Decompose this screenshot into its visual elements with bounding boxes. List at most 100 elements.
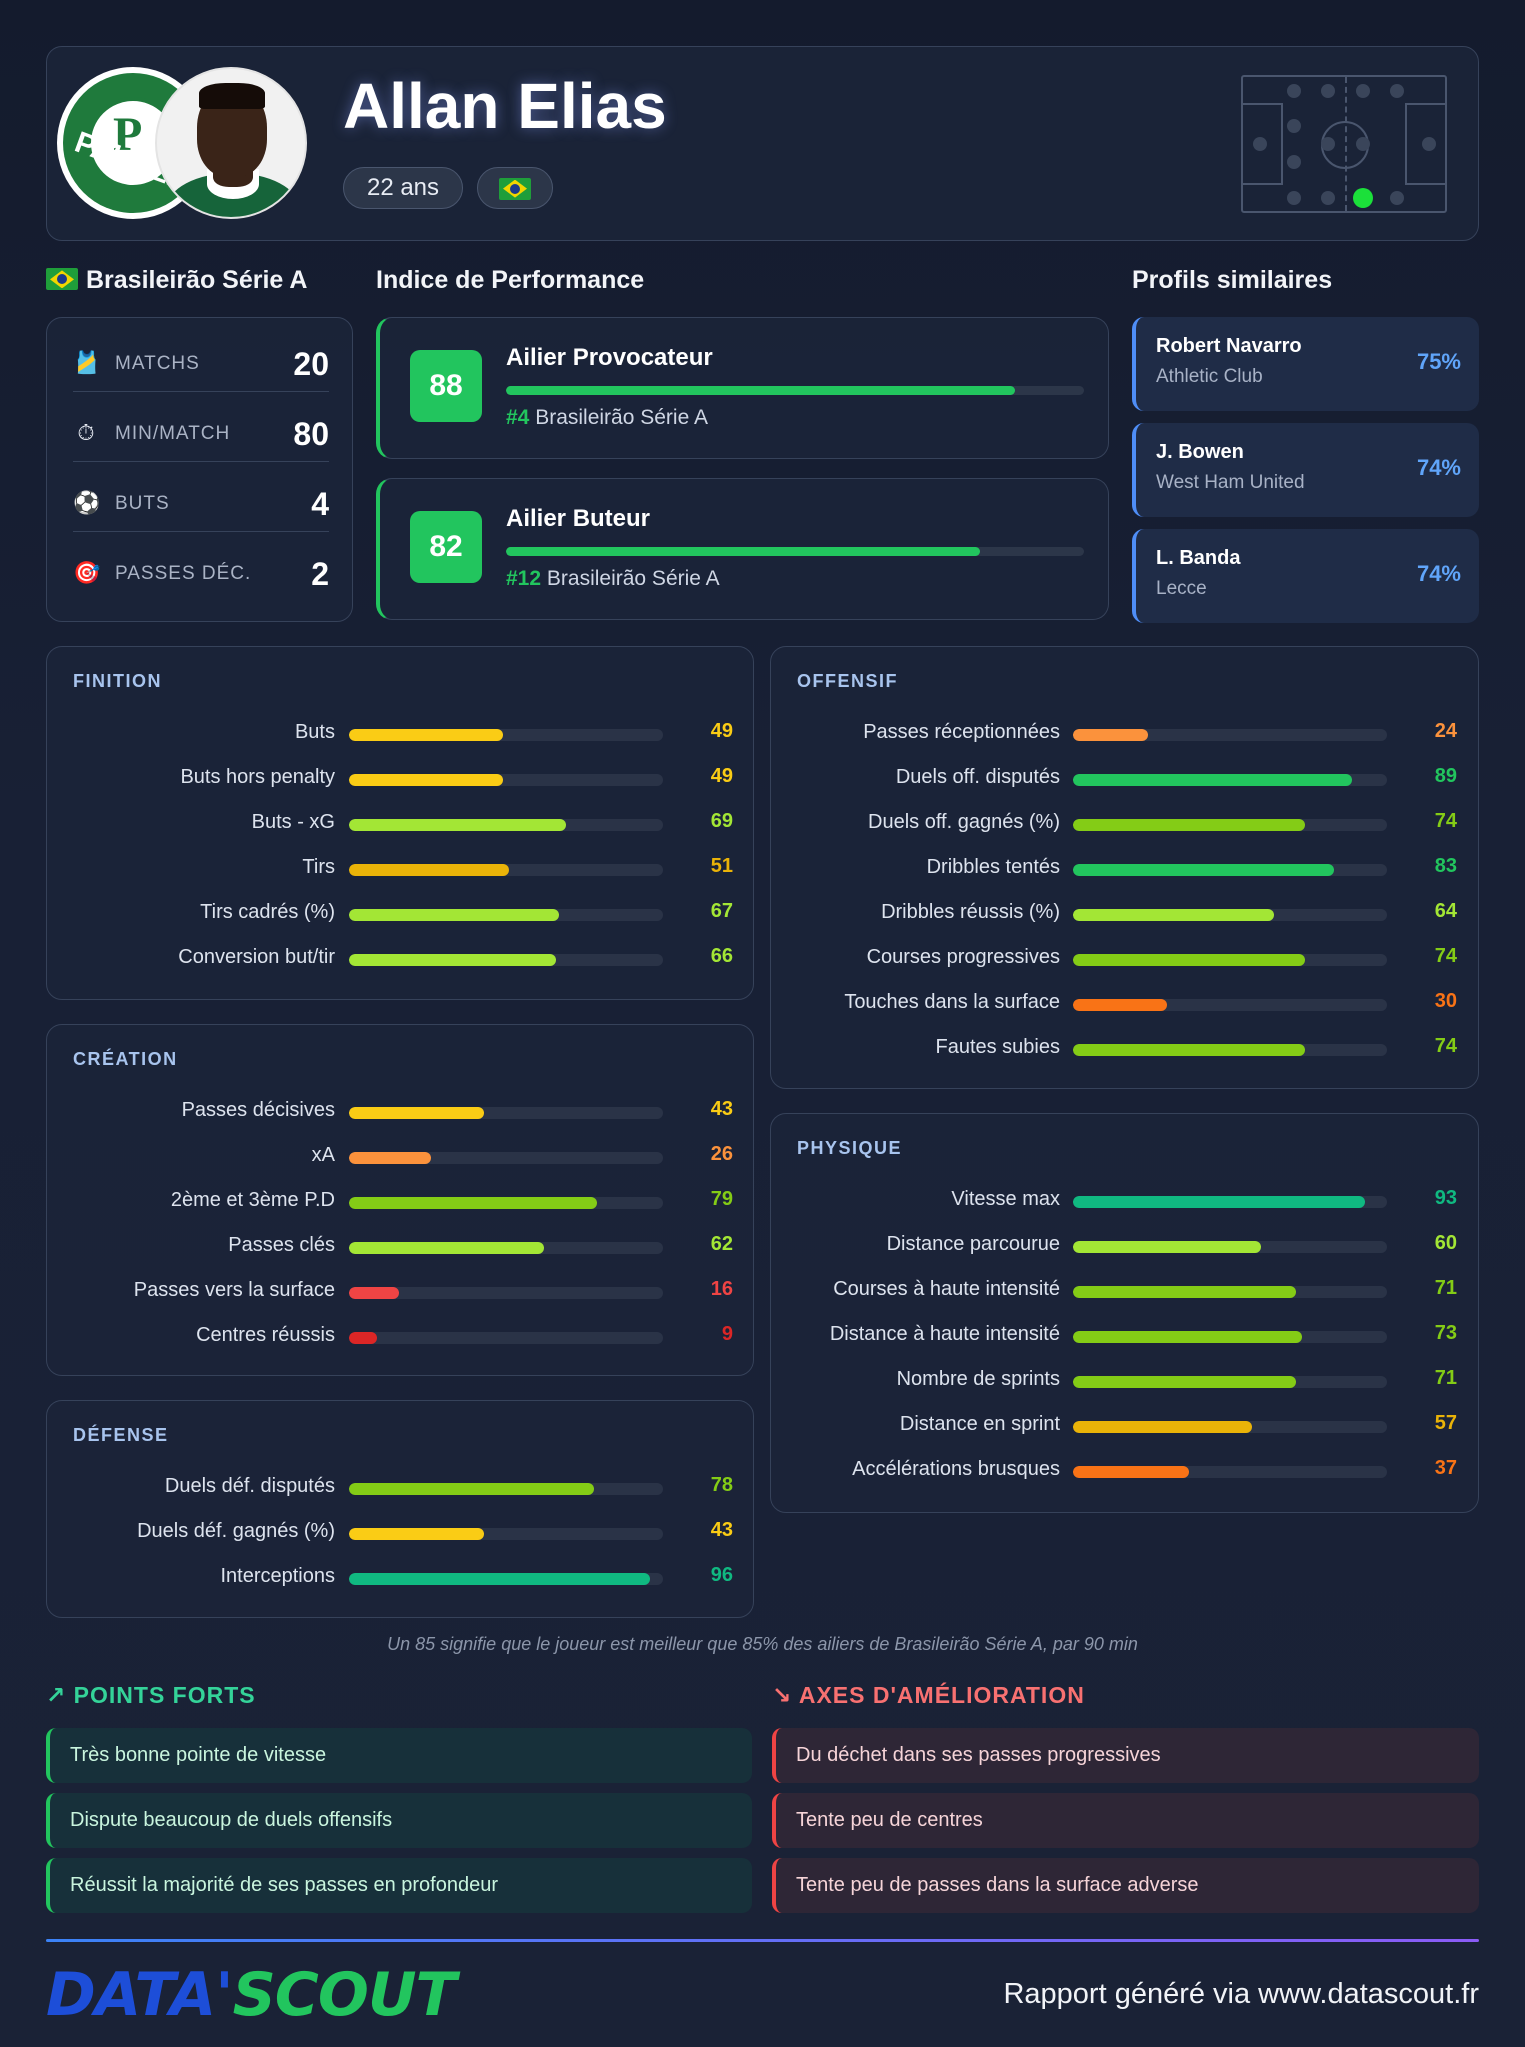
metric-row: Courses à haute intensité 71 — [771, 1275, 1478, 1305]
age-badge: 22 ans — [343, 167, 463, 209]
metric-value: 71 — [1434, 1277, 1457, 1299]
stat-value: 2 — [311, 556, 329, 592]
metric-value: 69 — [710, 810, 733, 832]
stat-label: MATCHS — [115, 353, 200, 374]
metric-label: Duels off. disputés — [895, 766, 1060, 788]
league-stat-row: ⚽ BUTS 4 — [73, 472, 329, 532]
metric-label: Passes décisives — [181, 1099, 335, 1121]
jersey-icon: 🎽 — [73, 350, 101, 375]
metric-value: 73 — [1434, 1322, 1457, 1344]
metric-bar — [349, 1107, 663, 1119]
similar-profile-card[interactable]: J. Bowen West Ham United 74% — [1132, 423, 1479, 517]
position-dot — [1321, 191, 1335, 205]
similar-profile-card[interactable]: Robert Navarro Athletic Club 75% — [1132, 317, 1479, 411]
league-stat-row: ⏱ MIN/MATCH 80 — [73, 402, 329, 462]
performance-rank: #4 Brasileirão Série A — [506, 406, 708, 429]
metric-bar — [1073, 1196, 1387, 1208]
similar-player-name: L. Banda — [1156, 547, 1241, 569]
metric-row: Passes vers la surface 16 — [47, 1276, 753, 1306]
metric-bar-fill — [349, 864, 510, 876]
similarity-percent: 75% — [1416, 349, 1461, 374]
metric-bar — [1073, 1376, 1387, 1388]
metric-bar — [349, 1483, 663, 1495]
metric-bar-fill — [1073, 999, 1168, 1011]
metric-value: 24 — [1434, 720, 1457, 742]
metric-bar-fill — [1073, 1241, 1262, 1253]
panel-physique: PHYSIQUE Vitesse max 93 Distance parcourue 6… — [770, 1113, 1479, 1513]
metric-bar — [1073, 1286, 1387, 1298]
metric-row: Duels déf. disputés 78 — [47, 1472, 753, 1502]
metric-bar-fill — [1073, 909, 1274, 921]
performance-score: 88 — [410, 350, 482, 422]
metric-bar — [349, 909, 663, 921]
performance-rank: #12 Brasileirão Série A — [506, 567, 720, 590]
metric-value: 43 — [710, 1098, 733, 1120]
performance-card: 82 Ailier Buteur #12 Brasileirão Série A — [376, 478, 1109, 620]
metric-row: Distance parcourue 60 — [771, 1230, 1478, 1260]
metric-bar — [349, 1197, 663, 1209]
metric-bar-fill — [1073, 774, 1353, 786]
metric-row: Centres réussis 9 — [47, 1321, 753, 1351]
metric-label: xA — [311, 1144, 335, 1166]
metric-value: 67 — [710, 900, 733, 922]
brazil-flag-icon — [46, 268, 78, 291]
metric-value: 89 — [1434, 765, 1457, 787]
metric-label: 2ème et 3ème P.D — [170, 1189, 335, 1211]
panel-title: DÉFENSE — [73, 1425, 169, 1445]
metric-bar-fill — [349, 1287, 400, 1299]
percentile-footnote: Un 85 signifie que le joueur est meilleu… — [387, 1634, 1138, 1654]
metric-bar — [349, 774, 663, 786]
position-dot — [1287, 155, 1301, 169]
metric-label: Tirs cadrés (%) — [200, 901, 335, 923]
metric-row: Buts 49 — [47, 718, 753, 748]
position-dot — [1287, 119, 1301, 133]
panel-offensif: OFFENSIF Passes réceptionnées 24 Duels off.… — [770, 646, 1479, 1089]
metric-label: Passes vers la surface — [133, 1279, 335, 1301]
metric-label: Interceptions — [220, 1565, 335, 1587]
metric-bar-fill — [349, 1242, 544, 1254]
metric-label: Accélérations brusques — [852, 1458, 1060, 1480]
metric-value: 96 — [710, 1564, 733, 1586]
position-dot — [1390, 191, 1404, 205]
metric-bar — [1073, 729, 1387, 741]
improvement-item: Du déchet dans ses passes progressives — [772, 1728, 1479, 1783]
metric-bar — [349, 729, 663, 741]
stat-label: PASSES DÉC. — [115, 563, 252, 584]
similar-profile-card[interactable]: L. Banda Lecce 74% — [1132, 529, 1479, 623]
target-icon: 🎯 — [73, 560, 101, 585]
metric-value: 49 — [710, 720, 733, 742]
metric-row: Passes décisives 43 — [47, 1096, 753, 1126]
metric-bar-fill — [349, 819, 566, 831]
panel-title: FINITION — [73, 671, 162, 691]
stat-value: 20 — [293, 346, 329, 382]
metric-label: Courses à haute intensité — [833, 1278, 1060, 1300]
performance-role: Ailier Provocateur — [506, 344, 713, 371]
metric-bar-fill — [1073, 1331, 1303, 1343]
position-dot — [1422, 137, 1436, 151]
league-stats-card: 🎽 MATCHS 20 ⏱ MIN/MATCH 80 ⚽ BUTS 4 🎯 PASSES DÉC. 2 — [46, 317, 353, 622]
metric-value: 74 — [1434, 945, 1457, 967]
performance-bar-fill — [506, 386, 1015, 395]
similar-player-club: Athletic Club — [1156, 366, 1263, 387]
metric-bar — [1073, 1044, 1387, 1056]
position-pitch-diagram — [1241, 75, 1447, 213]
metric-row: Dribbles tentés 83 — [771, 853, 1478, 883]
metric-bar — [1073, 1241, 1387, 1253]
metric-bar-fill — [1073, 1466, 1190, 1478]
metric-row: Conversion but/tir 66 — [47, 943, 753, 973]
player-photo — [155, 67, 307, 219]
metric-row: Duels déf. gagnés (%) 43 — [47, 1517, 753, 1547]
metric-bar — [349, 819, 663, 831]
datascout-logo: DATA'SCOUT — [46, 1960, 456, 2030]
metric-bar-fill — [1073, 819, 1306, 831]
position-dot — [1321, 137, 1335, 151]
metric-bar — [349, 1528, 663, 1540]
metric-label: Tirs — [302, 856, 335, 878]
improvement-item: Tente peu de passes dans la surface adve… — [772, 1858, 1479, 1913]
improvements-title: ↘ AXES D'AMÉLIORATION — [772, 1682, 1085, 1708]
performance-bar — [506, 547, 1084, 556]
metric-value: 43 — [710, 1519, 733, 1541]
metric-bar — [349, 1573, 663, 1585]
position-dot — [1321, 84, 1335, 98]
metric-label: Buts - xG — [251, 811, 335, 833]
